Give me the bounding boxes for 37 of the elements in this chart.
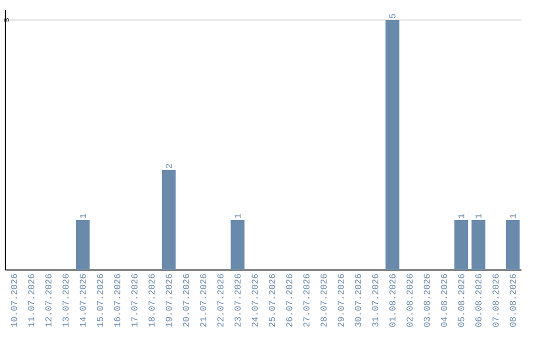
x-tick-label: 22.07.2026 bbox=[217, 274, 224, 327]
x-tick-label: 30.07.2026 bbox=[354, 274, 362, 327]
x-tick-label: 18.07.2026 bbox=[148, 274, 155, 327]
x-tick-label: 04.08.2026 bbox=[440, 274, 448, 327]
x-tick-label: 15.07.2026 bbox=[96, 274, 104, 327]
x-tick-label: 21.07.2026 bbox=[200, 274, 206, 327]
x-tick-label: 05.08.2026 bbox=[458, 274, 464, 327]
x-tick-label: 27.07.2026 bbox=[303, 274, 310, 327]
x-tick-label: 11.07.2026 bbox=[28, 274, 34, 327]
x-tick-label: 26.07.2026 bbox=[286, 274, 292, 327]
x-tick-label: 10.07.2026 bbox=[10, 274, 18, 327]
x-tick-label: 02.08.2026 bbox=[406, 274, 413, 327]
x-tick-label: 16.07.2026 bbox=[114, 274, 120, 327]
x-tick-label: 19.07.2026 bbox=[166, 274, 172, 327]
data-label: 2 bbox=[166, 164, 172, 168]
x-tick-label: 23.07.2026 bbox=[234, 274, 241, 327]
data-label: 1 bbox=[458, 214, 464, 218]
x-tick-label: 03.08.2026 bbox=[424, 274, 430, 327]
x-tick-label: 14.07.2026 bbox=[80, 274, 86, 327]
x-tick-label: 31.07.2026 bbox=[372, 274, 378, 327]
x-tick-label: 28.07.2026 bbox=[320, 274, 327, 327]
x-tick-label: 07.08.2026 bbox=[492, 274, 499, 327]
data-label: 1 bbox=[475, 214, 482, 218]
data-label: 1 bbox=[234, 214, 241, 218]
x-tick-label: 01.08.2026 bbox=[389, 274, 396, 327]
data-label: 5 bbox=[389, 14, 396, 18]
x-tick-label: 20.07.2026 bbox=[182, 274, 190, 327]
x-tick-label: 12.07.2026 bbox=[45, 274, 52, 327]
data-label: 1 bbox=[80, 214, 86, 218]
x-tick-label: 17.07.2026 bbox=[131, 274, 138, 327]
x-tick-label: 25.07.2026 bbox=[268, 274, 276, 327]
x-tick-label: 08.08.2026 bbox=[510, 274, 516, 327]
x-tick-label: 24.07.2026 bbox=[252, 274, 258, 327]
x-tick-label: 06.08.2026 bbox=[475, 274, 482, 327]
data-label: 1 bbox=[510, 214, 516, 218]
x-tick-label: 13.07.2026 bbox=[62, 274, 69, 327]
x-tick-label: 29.07.2026 bbox=[338, 274, 344, 327]
